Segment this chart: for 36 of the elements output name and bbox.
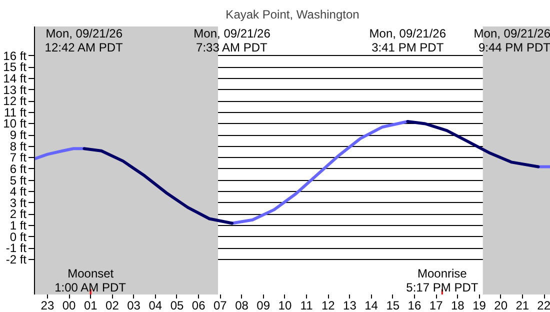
x-tick-label: 04 xyxy=(148,298,162,312)
x-tick-label: 18 xyxy=(450,298,465,312)
x-tick-label: 16 xyxy=(408,298,422,312)
x-tick-label: 14 xyxy=(364,298,378,312)
annotation: Mon, 09/21/26 7:33 AM PDT xyxy=(194,26,271,54)
x-tick-label: 08 xyxy=(235,298,249,312)
annotation: Mon, 09/21/26 9:44 PM PDT xyxy=(474,26,550,54)
x-tick-label: 12 xyxy=(321,298,336,312)
x-tick-label: 06 xyxy=(192,298,206,312)
y-tick-label: 10 ft xyxy=(3,116,28,131)
y-tick-label: 15 ft xyxy=(3,60,28,74)
x-tick-label: 11 xyxy=(300,298,314,312)
x-tick-label: 05 xyxy=(170,298,184,312)
x-tick-label: 23 xyxy=(40,298,54,312)
x-tick-label: 22 xyxy=(537,298,550,312)
ref-line-label: Moonrise 5:17 PM PDT xyxy=(406,266,479,294)
x-tick-label: 00 xyxy=(62,298,76,312)
x-tick-label: 07 xyxy=(214,298,228,312)
x-tick-label: 03 xyxy=(127,298,141,312)
x-tick-label: 19 xyxy=(472,298,486,312)
x-tick-label: 01 xyxy=(84,298,98,312)
x-tick-label: 21 xyxy=(516,298,530,312)
x-tick-label: 09 xyxy=(256,298,270,312)
x-tick-label: 17 xyxy=(429,298,444,312)
x-tick-label: 10 xyxy=(278,298,292,312)
y-tick-label: 5 ft xyxy=(10,173,28,188)
y-tick-label: 16 ft xyxy=(3,48,28,63)
x-tick-label: 15 xyxy=(386,298,400,312)
annotation: Mon, 09/21/26 3:41 PM PDT xyxy=(369,26,446,54)
x-tick-label: 20 xyxy=(494,298,508,312)
x-tick-label: 13 xyxy=(343,298,357,312)
chart-title: Kayak Point, Washington xyxy=(226,8,360,22)
y-tick-label: 2 ft xyxy=(10,207,28,222)
x-tick-label: 02 xyxy=(106,298,120,312)
ref-line-label: Moonset 1:00 AM PDT xyxy=(54,266,127,294)
annotation: Mon, 09/21/26 12:42 AM PDT xyxy=(44,26,124,54)
